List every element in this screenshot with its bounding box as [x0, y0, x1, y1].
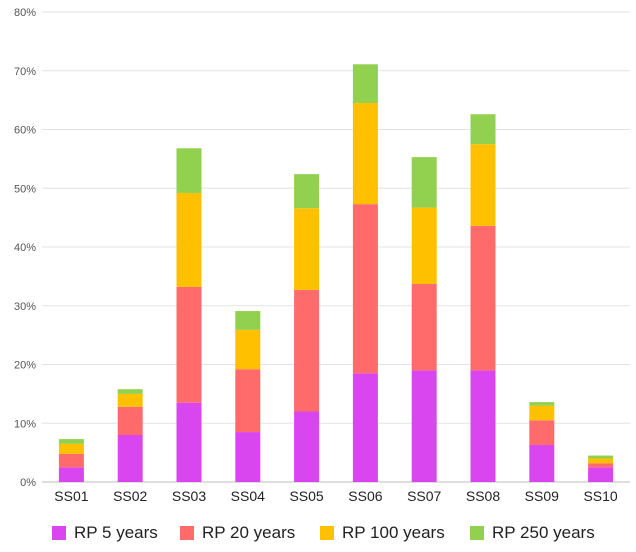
- x-axis: SS01 SS02 SS03 SS04 SS05 SS06 SS07 SS08 SS09 SS10: [54, 488, 618, 504]
- bars: [58, 64, 614, 482]
- bar-segment: [294, 208, 320, 290]
- bar-segment: [176, 192, 202, 287]
- bar-segment: [470, 114, 496, 145]
- bar-segment: [117, 393, 143, 407]
- bar-segment: [470, 370, 496, 482]
- legend-swatch-rp100: [320, 526, 334, 540]
- x-tick-label: SS09: [525, 488, 559, 504]
- legend-item-rp20: RP 20 years: [180, 518, 295, 548]
- bar-segment: [352, 64, 378, 104]
- legend-item-rp100: RP 100 years: [320, 518, 445, 548]
- x-tick-label: SS07: [407, 488, 441, 504]
- bar-segment: [470, 225, 496, 371]
- bar-segment: [235, 329, 261, 370]
- bar-segment: [588, 458, 614, 464]
- y-tick-label: 30%: [14, 301, 36, 313]
- legend-label-rp250: RP 250 years: [492, 523, 595, 542]
- y-tick-label: 70%: [14, 66, 36, 78]
- y-tick-label: 20%: [14, 360, 36, 372]
- bar-segment: [176, 148, 202, 193]
- bar-segment: [58, 439, 84, 444]
- y-axis: 0% 10% 20% 30% 40% 50% 60% 70% 80%: [14, 7, 36, 489]
- bar-segment: [411, 284, 437, 371]
- bar-segment: [352, 204, 378, 374]
- y-tick-label: 50%: [14, 183, 36, 195]
- bar-segment: [529, 420, 555, 445]
- bar-segment: [294, 411, 320, 482]
- bar-segment: [58, 453, 84, 468]
- bar-segment: [411, 370, 437, 482]
- legend-swatch-rp20: [180, 526, 194, 540]
- x-tick-label: SS05: [289, 488, 323, 504]
- legend-item-rp5: RP 5 years: [52, 518, 158, 548]
- bar-segment: [529, 402, 555, 406]
- bar-segment: [117, 435, 143, 482]
- x-tick-label: SS02: [113, 488, 147, 504]
- y-tick-label: 60%: [14, 125, 36, 137]
- x-tick-label: SS06: [348, 488, 382, 504]
- bar-segment: [294, 174, 320, 209]
- bar-segment: [529, 444, 555, 482]
- bar-segment: [411, 157, 437, 208]
- bar-segment: [294, 289, 320, 412]
- bar-segment: [352, 373, 378, 482]
- x-tick-label: SS08: [466, 488, 500, 504]
- legend: RP 5 years RP 20 years RP 100 years RP 2…: [0, 518, 636, 548]
- bar-segment: [352, 103, 378, 205]
- bar-segment: [58, 443, 84, 454]
- bar-segment: [529, 405, 555, 421]
- legend-swatch-rp250: [470, 526, 484, 540]
- x-tick-label: SS03: [172, 488, 206, 504]
- bar-segment: [176, 402, 202, 482]
- x-tick-label: SS01: [54, 488, 88, 504]
- y-tick-label: 40%: [14, 242, 36, 254]
- bar-segment: [176, 286, 202, 403]
- bar-segment: [117, 406, 143, 435]
- x-tick-label: SS10: [583, 488, 617, 504]
- bar-segment: [588, 467, 614, 482]
- bar-segment: [58, 467, 84, 482]
- bar-segment: [470, 144, 496, 226]
- x-tick-label: SS04: [231, 488, 265, 504]
- legend-label-rp100: RP 100 years: [342, 523, 445, 542]
- bar-segment: [588, 455, 614, 459]
- legend-label-rp5: RP 5 years: [74, 523, 158, 542]
- legend-label-rp20: RP 20 years: [202, 523, 296, 542]
- legend-item-rp250: RP 250 years: [470, 518, 595, 548]
- bar-segment: [235, 311, 261, 330]
- y-tick-label: 0%: [20, 477, 36, 489]
- bar-segment: [235, 432, 261, 482]
- bar-segment: [117, 389, 143, 394]
- bar-segment: [235, 369, 261, 433]
- y-tick-label: 10%: [14, 418, 36, 430]
- bar-segment: [411, 207, 437, 285]
- legend-swatch-rp5: [52, 526, 66, 540]
- bar-segment: [588, 463, 614, 468]
- y-tick-label: 80%: [14, 7, 36, 19]
